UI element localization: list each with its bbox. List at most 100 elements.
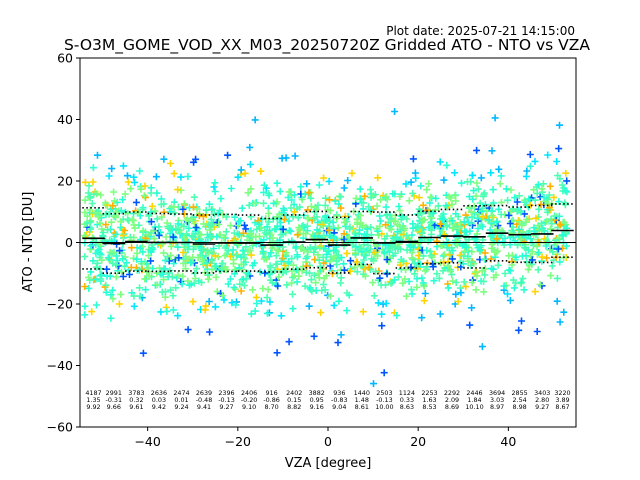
scatter-point — [469, 171, 477, 179]
bin-stat-label: 3783 — [128, 389, 144, 397]
scatter-point — [343, 289, 351, 297]
scatter-point — [405, 197, 413, 205]
scatter-point — [449, 277, 457, 285]
scatter-point — [170, 209, 178, 217]
bin-stat-label: 3220 — [554, 389, 570, 397]
scatter-point — [289, 213, 297, 221]
scatter-point — [81, 178, 89, 186]
scatter-point — [474, 225, 482, 232]
scatter-point — [247, 310, 255, 318]
statistic-lines — [80, 203, 576, 275]
scatter-point — [282, 249, 290, 257]
scatter-point — [414, 265, 422, 273]
scatter-point — [559, 232, 567, 240]
bin-stat-label: 8.69 — [445, 403, 459, 411]
scatter-point — [473, 272, 481, 280]
scatter-point — [371, 191, 379, 198]
scatter-point — [382, 211, 390, 219]
scatter-point — [470, 187, 478, 195]
scatter-point — [527, 235, 535, 243]
scatter-point — [237, 260, 245, 268]
scatter-point — [204, 275, 212, 283]
scatter-point — [534, 266, 542, 274]
x-tick-label: 0 — [324, 434, 332, 449]
y-tick-label: −20 — [47, 297, 73, 312]
scatter-point — [359, 308, 367, 316]
scatter-point — [127, 185, 135, 193]
scatter-point — [136, 167, 144, 175]
scatter-point — [382, 193, 390, 201]
scatter-point — [561, 199, 569, 207]
bin-stat-label: 8.53 — [422, 403, 436, 411]
scatter-point — [270, 199, 278, 207]
y-tick-label: −40 — [47, 358, 73, 373]
scatter-point — [230, 260, 237, 268]
scatter-point — [285, 338, 293, 346]
scatter-point — [206, 328, 214, 336]
scatter-point — [547, 225, 555, 233]
scatter-point — [174, 312, 182, 320]
scatter-point — [321, 201, 329, 209]
scatter-point — [212, 273, 220, 281]
scatter-point — [497, 172, 505, 180]
scatter-point — [550, 193, 558, 201]
bin-stat-label: 1.84 — [467, 396, 481, 404]
scatter-point — [142, 286, 150, 294]
scatter-point — [237, 253, 245, 261]
scatter-point — [88, 308, 96, 316]
scatter-point — [208, 266, 216, 274]
scatter-point — [265, 218, 273, 226]
scatter-point — [275, 247, 282, 255]
scatter-point — [525, 195, 533, 203]
scatter-point — [200, 220, 208, 228]
scatter-point — [352, 243, 360, 251]
scatter-point — [179, 260, 187, 267]
scatter-point — [117, 218, 125, 226]
scatter-point — [501, 234, 509, 242]
scatter-point — [221, 244, 229, 252]
scatter-point — [314, 251, 322, 259]
scatter-point — [208, 257, 216, 265]
scatter-point — [456, 224, 463, 232]
scatter-point — [418, 229, 426, 237]
scatter-point — [166, 267, 174, 274]
scatter-point — [109, 286, 117, 294]
scatter-point — [235, 231, 243, 239]
scatter-point — [89, 164, 97, 172]
scatter-point — [117, 224, 125, 231]
scatter-point — [273, 179, 281, 187]
scatter-point — [130, 254, 138, 262]
scatter-point — [493, 235, 501, 243]
scatter-point — [81, 253, 89, 261]
scatter-point — [291, 191, 298, 199]
scatter-point — [123, 259, 130, 267]
scatter-point — [124, 172, 131, 180]
scatter-point — [524, 265, 532, 273]
scatter-point — [130, 292, 138, 300]
scatter-point — [153, 281, 161, 289]
bin-stat-label: 1440 — [354, 389, 370, 397]
y-tick-label: 40 — [57, 112, 73, 127]
scatter-point — [332, 257, 340, 265]
scatter-point — [439, 214, 447, 222]
scatter-point — [314, 270, 322, 277]
scatter-point — [130, 302, 138, 310]
scatter-point — [278, 154, 286, 162]
scatter-point — [517, 208, 525, 216]
scatter-point — [563, 177, 571, 185]
scatter-point — [391, 108, 399, 115]
scatter-point — [312, 279, 320, 287]
scatter-point — [253, 225, 261, 233]
bin-stat-label: -0.13 — [376, 396, 393, 404]
scatter-point — [220, 233, 228, 241]
scatter-point — [484, 217, 492, 225]
scatter-point — [191, 275, 199, 282]
scatter-point — [434, 202, 442, 210]
scatter-point — [269, 234, 277, 242]
scatter-point — [370, 380, 377, 388]
scatter-point — [144, 231, 152, 239]
bin-stat-label: 9.61 — [129, 403, 143, 411]
scatter-point — [487, 169, 495, 177]
scatter-point — [301, 190, 309, 198]
scatter-point — [528, 248, 536, 256]
